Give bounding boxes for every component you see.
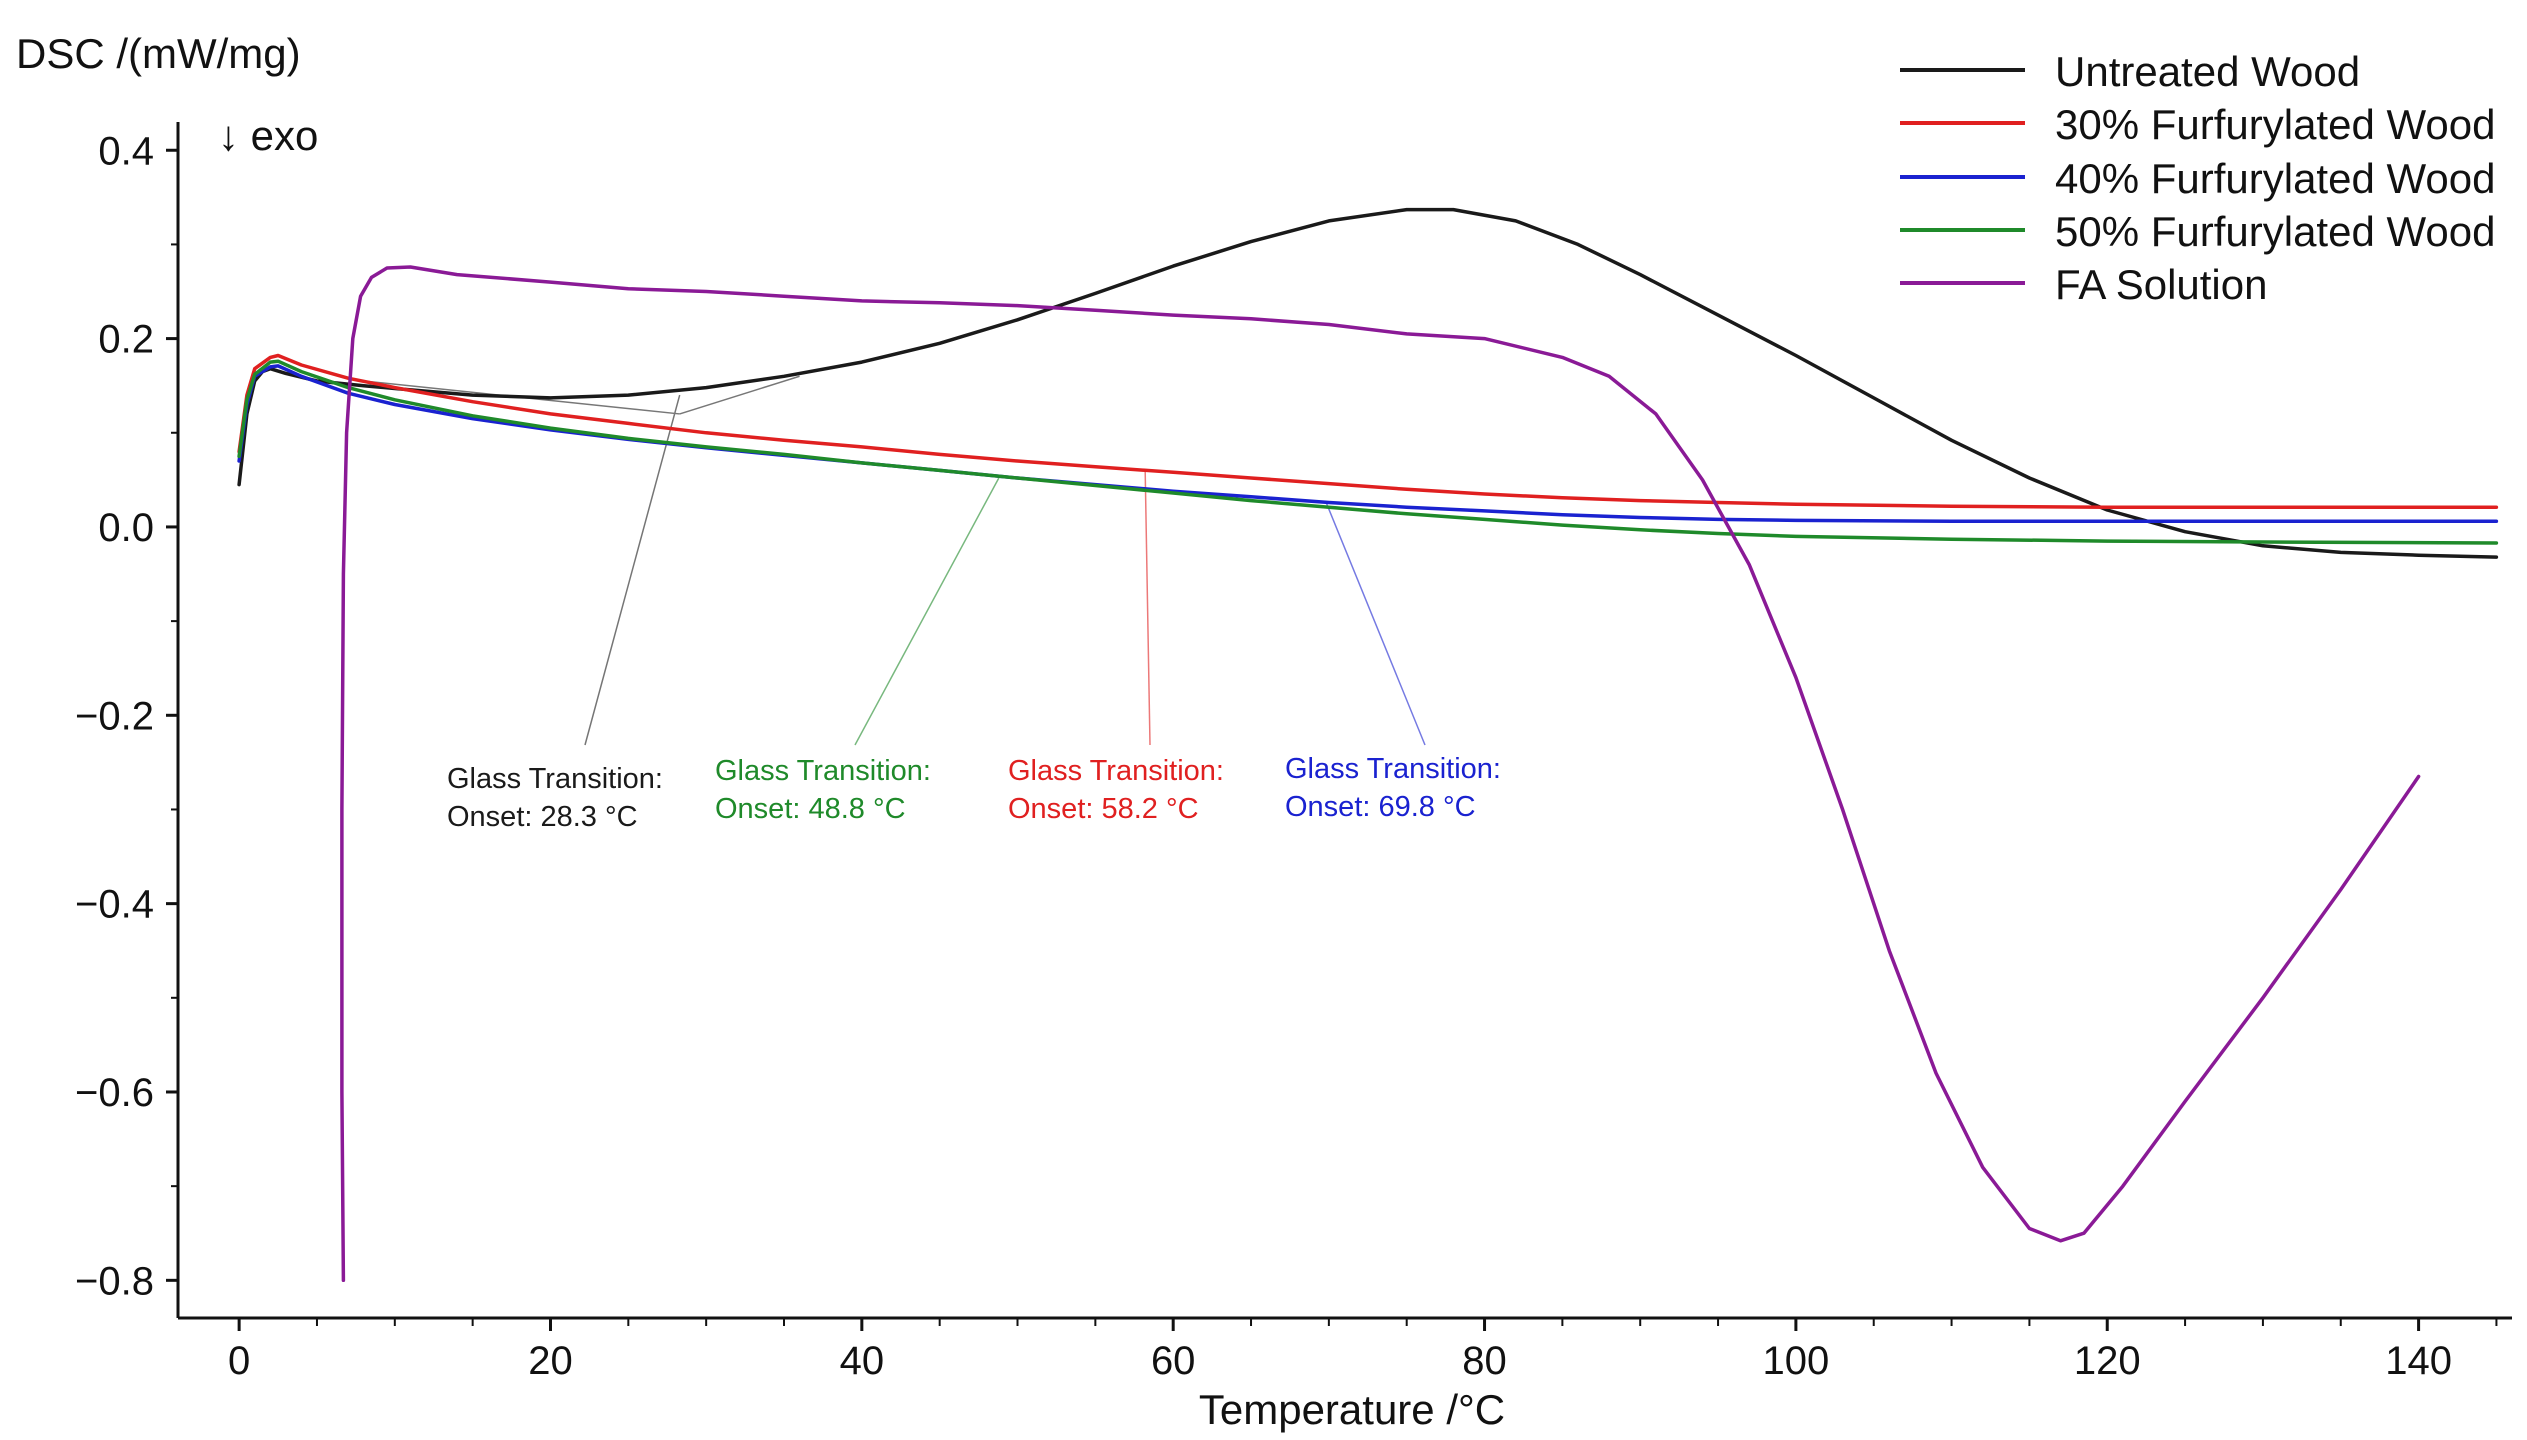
annotation-label: Glass Transition: (447, 763, 663, 795)
series-line-50-furfurylated-wood (237, 359, 2499, 545)
legend-item-40pct: 40% Furfurylated Wood (1900, 155, 2495, 202)
annotation-untreated: Glass Transition: Onset: 28.3 °C (447, 763, 663, 833)
annotation-leaders (363, 375, 1426, 746)
y-tick-label: −0.4 (75, 883, 154, 927)
tangent-line (679, 375, 800, 415)
annotation-onset: Onset: 48.8 °C (715, 793, 906, 825)
legend-item-30pct: 30% Furfurylated Wood (1900, 101, 2495, 148)
x-tick-label: 80 (1462, 1339, 1507, 1383)
series-line-40-furfurylated-wood (237, 364, 2499, 524)
annotation-leader-line (1144, 470, 1151, 746)
annotation-onset: Onset: 28.3 °C (447, 801, 638, 833)
x-tick-label: 20 (528, 1339, 573, 1383)
legend-label: 50% Furfurylated Wood (2055, 208, 2495, 255)
y-tick-label: −0.2 (75, 694, 154, 738)
y-axis-ticks: 0.4 0.2 0.0 −0.2 −0.4 −0.6 −0.8 (75, 129, 178, 1303)
legend-item-50pct: 50% Furfurylated Wood (1900, 208, 2495, 255)
legend-label: Untreated Wood (2055, 48, 2360, 95)
x-tick-label: 120 (2074, 1339, 2141, 1383)
x-tick-label: 100 (1763, 1339, 1830, 1383)
annotation-label: Glass Transition: (1285, 753, 1501, 785)
y-tick-label: 0.2 (98, 318, 154, 362)
legend-label: 40% Furfurylated Wood (2055, 155, 2495, 202)
annotation-onset: Onset: 69.8 °C (1285, 791, 1476, 823)
annotation-label: Glass Transition: (1008, 755, 1224, 787)
legend-label: FA Solution (2055, 261, 2267, 308)
x-tick-label: 40 (840, 1339, 885, 1383)
y-tick-label: −0.6 (75, 1071, 154, 1115)
x-tick-label: 140 (2385, 1339, 2452, 1383)
annotation-30pct: Glass Transition: Onset: 58.2 °C (1008, 755, 1224, 825)
annotation-leader-line (854, 477, 1000, 746)
y-axis-title: DSC /(mW/mg) (16, 30, 301, 77)
annotation-40pct: Glass Transition: Onset: 69.8 °C (1285, 753, 1501, 823)
annotation-leader-line (1325, 501, 1426, 746)
x-axis-title: Temperature /°C (1199, 1386, 1505, 1433)
exo-direction-note: ↓ exo (218, 112, 318, 159)
annotation-50pct: Glass Transition: Onset: 48.8 °C (715, 755, 931, 825)
x-tick-label: 0 (228, 1339, 250, 1383)
x-axis-ticks: 0 20 40 60 80 100 120 140 (228, 1318, 2498, 1383)
y-tick-label: 0.4 (98, 129, 154, 173)
y-tick-label: 0.0 (98, 506, 154, 550)
annotation-onset: Onset: 58.2 °C (1008, 793, 1199, 825)
y-tick-label: −0.8 (75, 1259, 154, 1303)
x-tick-label: 60 (1151, 1339, 1196, 1383)
legend-item-untreated: Untreated Wood (1900, 48, 2360, 95)
annotation-leader-line (584, 394, 681, 746)
legend-item-fa-solution: FA Solution (1900, 261, 2267, 308)
legend: Untreated Wood 30% Furfurylated Wood 40%… (1900, 48, 2495, 308)
annotation-label: Glass Transition: (715, 755, 931, 787)
series-line-fa-solution (340, 265, 2421, 1283)
data-series (237, 207, 2499, 1283)
series-line-30-furfurylated-wood (237, 353, 2499, 509)
legend-label: 30% Furfurylated Wood (2055, 101, 2495, 148)
